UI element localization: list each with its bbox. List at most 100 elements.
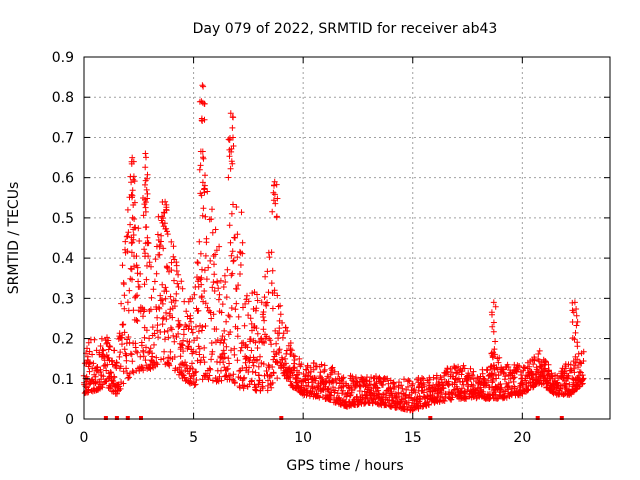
data-point [134, 349, 141, 356]
data-point [282, 360, 289, 367]
data-point [388, 397, 395, 403]
data-point [189, 329, 196, 336]
data-point [238, 344, 245, 351]
data-point [199, 324, 206, 330]
data-point [194, 335, 201, 341]
chart-title: Day 079 of 2022, SRMTID for receiver ab4… [193, 21, 498, 37]
data-point [264, 299, 271, 306]
data-point [316, 394, 323, 401]
near-zero-marker [559, 416, 564, 420]
data-point [420, 376, 427, 382]
data-point [571, 299, 578, 306]
data-point [154, 314, 161, 321]
data-point [580, 375, 587, 382]
data-point [160, 355, 167, 362]
data-point [148, 263, 154, 270]
data-point [193, 323, 199, 330]
data-point [215, 378, 222, 385]
y-axis-label: SRMTID / TECUs [6, 182, 22, 295]
data-point [239, 365, 246, 372]
data-point [254, 291, 260, 298]
data-point [208, 356, 215, 363]
data-point [329, 364, 336, 371]
data-point [135, 225, 142, 232]
data-point [417, 395, 424, 402]
data-point [131, 178, 138, 185]
data-point [211, 288, 218, 294]
x-tick-label: 5 [189, 430, 198, 446]
data-point [127, 173, 134, 180]
data-point [470, 382, 477, 389]
data-point [189, 366, 196, 372]
data-point [178, 341, 185, 348]
data-point [209, 348, 216, 355]
data-point [321, 368, 328, 375]
data-point [577, 359, 584, 366]
data-point [302, 377, 309, 384]
data-point [286, 374, 293, 380]
data-point [256, 377, 263, 384]
data-point [507, 375, 514, 382]
data-point [490, 328, 497, 335]
data-point [401, 376, 407, 383]
data-point [103, 340, 110, 347]
data-point [221, 350, 228, 357]
data-point [228, 158, 235, 165]
data-point [505, 364, 512, 370]
data-point [97, 343, 104, 349]
data-point [147, 306, 154, 313]
data-point [573, 312, 580, 319]
data-point [573, 306, 580, 312]
data-point [290, 352, 297, 359]
data-point [200, 354, 207, 361]
data-point [270, 370, 277, 377]
data-point [495, 359, 502, 366]
data-point [190, 348, 197, 355]
data-point [562, 383, 569, 390]
near-zero-marker [279, 416, 284, 420]
data-point [221, 327, 228, 334]
data-point [269, 305, 276, 312]
data-point [173, 290, 180, 297]
data-point [490, 376, 497, 383]
data-point [576, 368, 583, 375]
data-point [213, 247, 220, 254]
data-point [536, 347, 543, 354]
data-point [574, 318, 581, 325]
data-point [188, 326, 195, 333]
data-point [210, 311, 217, 318]
data-point [405, 403, 411, 410]
data-point [161, 209, 168, 216]
data-point [291, 364, 298, 371]
data-point [123, 365, 130, 372]
data-point [304, 362, 311, 369]
data-point [298, 361, 305, 368]
data-point [131, 253, 137, 260]
data-point [575, 350, 582, 357]
data-point [170, 332, 177, 339]
data-point [133, 317, 140, 323]
data-point [266, 254, 273, 261]
data-point [264, 268, 271, 275]
data-point [494, 395, 501, 402]
data-point [244, 292, 250, 299]
data-point [254, 330, 261, 337]
data-point [464, 386, 471, 393]
data-point [279, 334, 286, 341]
data-point [490, 299, 497, 306]
data-point [195, 328, 202, 335]
data-point [143, 344, 149, 351]
data-point [269, 379, 276, 386]
near-zero-marker [114, 416, 119, 420]
data-point [140, 212, 147, 219]
data-point [327, 392, 334, 399]
data-point [204, 304, 211, 311]
data-point [219, 301, 226, 308]
data-point [193, 349, 199, 356]
data-point [207, 366, 214, 373]
data-point [98, 335, 105, 342]
data-point [202, 172, 208, 179]
data-point [175, 284, 182, 290]
data-point [130, 236, 137, 243]
data-point [143, 224, 150, 230]
